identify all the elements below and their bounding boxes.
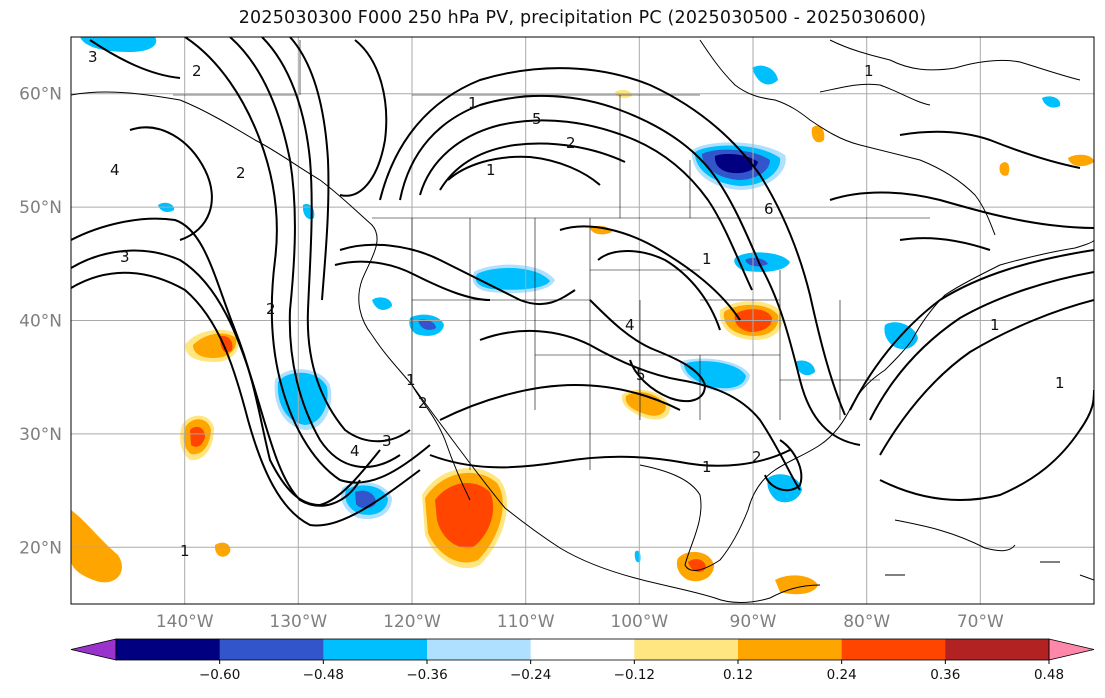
colorbar-swatch (945, 639, 1050, 660)
lon-label: 70°W (957, 612, 1004, 632)
contour-label: 2 (266, 300, 276, 318)
lon-label: 90°W (730, 612, 777, 632)
lon-label: 130°W (269, 612, 327, 632)
contour-label: 5 (532, 110, 542, 128)
colorbar: −0.60 −0.48 −0.36 −0.24 −0.12 0.12 0.24 0.36 0.4… (70, 638, 1095, 683)
contour-label: 3 (88, 48, 98, 66)
lon-label: 120°W (383, 612, 441, 632)
colorbar-extend-high (1048, 638, 1095, 661)
colorbar-outline (115, 638, 1050, 661)
colorbar-tick-label: 0.36 (930, 667, 960, 683)
contour-label: 2 (236, 164, 246, 182)
contour-label: 1 (180, 542, 190, 560)
contour-label: 1 (864, 62, 874, 80)
lon-label: 80°W (843, 612, 890, 632)
contour-label: 2 (418, 394, 428, 412)
lat-label: 40°N (19, 312, 62, 332)
contour-label: 5 (636, 366, 646, 384)
contour-label: 1 (1055, 374, 1065, 392)
contour-label-group: 3 2 4 2 3 2 1 5 2 1 1 2 3 4 1 4 5 1 6 1 … (88, 48, 1065, 560)
pv-contours (71, 37, 1094, 527)
colorbar-tick-label: −0.48 (303, 667, 344, 683)
contour-label: 1 (702, 458, 712, 476)
colorbar-extend-low (70, 638, 117, 661)
lon-label: 100°W (610, 612, 668, 632)
lat-label: 50°N (19, 198, 62, 218)
colorbar-tick-label: −0.36 (406, 667, 447, 683)
lon-label: 110°W (497, 612, 555, 632)
colorbar-tick-label: −0.12 (614, 667, 655, 683)
longitude-labels: 140°W 130°W 120°W 110°W 100°W 90°W 80°W … (156, 612, 1004, 632)
contour-label: 4 (350, 442, 360, 460)
colorbar-tick-label: −0.60 (199, 667, 240, 683)
latitude-labels: 60°N 50°N 40°N 30°N 20°N (19, 85, 62, 559)
colorbar-swatch (427, 639, 532, 660)
map-area: 3 2 4 2 3 2 1 5 2 1 1 2 3 4 1 4 5 1 6 1 … (71, 37, 1094, 604)
contour-label: 4 (110, 161, 120, 179)
contour-label: 6 (764, 200, 774, 218)
map-frame (70, 36, 1095, 605)
contour-label: 2 (752, 448, 762, 466)
colorbar-tick-label: −0.24 (510, 667, 551, 683)
colorbar-tick-label: 0.24 (827, 667, 857, 683)
contour-label: 3 (120, 248, 130, 266)
map-title: 2025030300 F000 250 hPa PV, precipitatio… (238, 8, 927, 28)
colorbar-swatch (841, 639, 946, 660)
contour-label: 1 (990, 316, 1000, 334)
lat-label: 60°N (19, 85, 62, 105)
lat-label: 20°N (19, 538, 62, 558)
contour-label: 2 (192, 62, 202, 80)
colorbar-swatch (634, 639, 739, 660)
colorbar-swatch (323, 639, 428, 660)
colorbar-tick-label: 0.48 (1034, 667, 1064, 683)
contour-label: 1 (702, 250, 712, 268)
colorbar-swatch (219, 639, 324, 660)
colorbar-tick-label: 0.12 (723, 667, 753, 683)
lat-label: 30°N (19, 425, 62, 445)
colorbar-swatch (530, 639, 635, 660)
contour-label: 1 (406, 371, 416, 389)
contour-label: 1 (486, 161, 496, 179)
contour-label: 2 (566, 134, 576, 152)
lon-label: 140°W (156, 612, 214, 632)
colorbar-swatch (738, 639, 843, 660)
contour-label: 4 (625, 316, 635, 334)
contour-label: 3 (382, 432, 392, 450)
contour-label: 1 (468, 94, 478, 112)
colorbar-swatch (116, 639, 221, 660)
